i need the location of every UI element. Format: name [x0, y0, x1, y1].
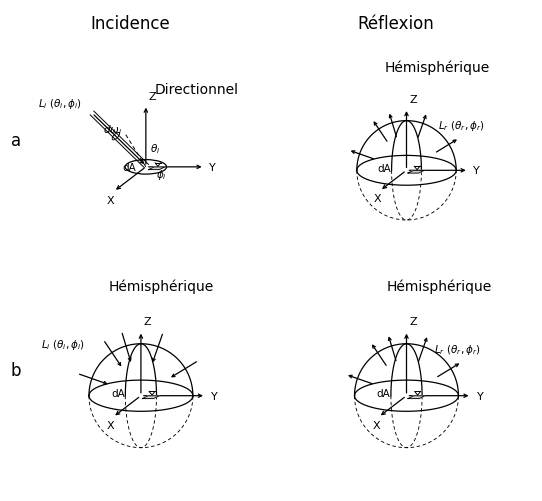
- Text: $L_i\ (\theta_i,\phi_i)$: $L_i\ (\theta_i,\phi_i)$: [38, 96, 82, 110]
- Polygon shape: [408, 396, 425, 399]
- Text: Hémisphérique: Hémisphérique: [386, 279, 492, 293]
- Text: a: a: [11, 131, 21, 149]
- Text: Réflexion: Réflexion: [357, 15, 434, 33]
- Polygon shape: [143, 396, 159, 399]
- Text: Directionnel: Directionnel: [154, 83, 238, 97]
- Text: Z: Z: [409, 317, 417, 327]
- Text: $\phi_i$: $\phi_i$: [156, 167, 167, 181]
- Text: Z: Z: [149, 91, 156, 101]
- Polygon shape: [408, 171, 424, 174]
- Text: $\theta_i$: $\theta_i$: [150, 142, 160, 156]
- Text: X: X: [372, 420, 380, 430]
- Polygon shape: [149, 168, 165, 170]
- Text: b: b: [11, 362, 21, 380]
- Text: $d\omega_i$: $d\omega_i$: [104, 123, 122, 137]
- Text: $L_r\ (\theta_r,\phi_r)$: $L_r\ (\theta_r,\phi_r)$: [434, 342, 481, 356]
- Text: Z: Z: [409, 95, 417, 105]
- Text: dA: dA: [111, 388, 125, 398]
- Text: X: X: [107, 195, 115, 205]
- Text: dA: dA: [122, 162, 136, 172]
- Text: Y: Y: [474, 166, 480, 176]
- Text: Hémisphérique: Hémisphérique: [108, 279, 214, 293]
- Text: Incidence: Incidence: [90, 15, 170, 33]
- Text: X: X: [373, 194, 381, 204]
- Text: X: X: [107, 420, 114, 430]
- Text: dA: dA: [377, 388, 391, 398]
- Text: $L_r\ (\theta_r,\phi_r)$: $L_r\ (\theta_r,\phi_r)$: [437, 119, 484, 133]
- Text: Y: Y: [211, 391, 218, 401]
- Text: Y: Y: [476, 391, 483, 401]
- Text: Hémisphérique: Hémisphérique: [385, 60, 490, 75]
- Text: $L_i\ (\theta_i,\phi_i)$: $L_i\ (\theta_i,\phi_i)$: [41, 337, 85, 351]
- Text: Y: Y: [209, 162, 216, 172]
- Text: Z: Z: [144, 317, 151, 327]
- Text: dA: dA: [378, 163, 391, 173]
